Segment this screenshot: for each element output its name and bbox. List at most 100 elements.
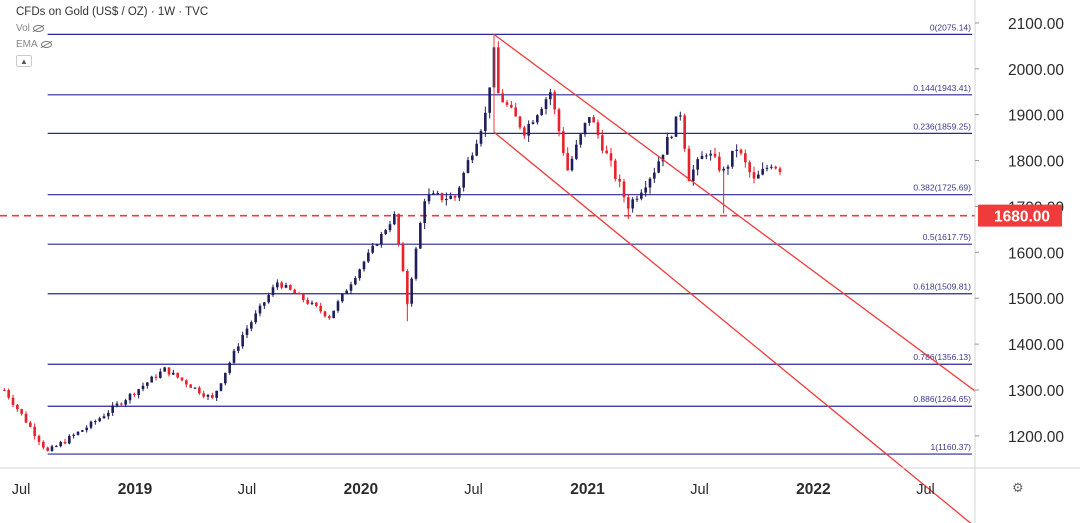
candle-up <box>388 224 392 231</box>
fib-level-label: 0.144(1943.41) <box>913 83 971 93</box>
fib-level-label: 0.382(1725.69) <box>913 183 971 193</box>
channel-lower-line <box>493 131 972 523</box>
candle-up <box>583 122 587 135</box>
candle-up <box>726 166 730 169</box>
candle-up <box>163 367 166 372</box>
x-tick-label: 2021 <box>570 481 605 498</box>
candle-up <box>393 213 396 225</box>
chevron-up-icon[interactable]: ▲ <box>16 55 32 67</box>
candle-up <box>284 284 288 288</box>
candle-down <box>211 395 214 398</box>
candle-down <box>505 102 509 105</box>
candle-up <box>85 427 88 431</box>
vol-indicator[interactable]: Vol <box>16 23 208 34</box>
candle-up <box>653 172 656 179</box>
gear-icon[interactable]: ⚙ <box>1012 480 1024 495</box>
candle-down <box>319 306 322 312</box>
candle-up <box>367 252 370 262</box>
eye-hidden-icon[interactable] <box>40 41 52 48</box>
candle-down <box>29 422 32 427</box>
candle-up <box>358 269 361 279</box>
x-tick-label: 2019 <box>118 481 153 498</box>
candle-up <box>765 167 769 169</box>
candle-up <box>657 161 660 173</box>
symbol-title[interactable]: CFDs on Gold (US$ / OZ) · 1W · TVC <box>16 6 209 18</box>
candle-up <box>124 400 127 405</box>
candle-down <box>622 181 626 198</box>
candle-up <box>263 302 266 306</box>
candle-down <box>566 152 569 171</box>
candle-down <box>713 153 717 157</box>
candle-down <box>601 135 604 151</box>
candle-down <box>289 284 292 290</box>
candle-up <box>102 416 106 419</box>
candle-up <box>631 199 634 209</box>
candle-down <box>497 47 500 94</box>
candle-down <box>553 92 556 110</box>
candle-up <box>635 198 639 200</box>
candle-up <box>644 187 647 193</box>
candle-up <box>336 301 340 311</box>
vol-label: Vol <box>16 23 30 34</box>
candle-down <box>3 390 6 391</box>
candle-down <box>33 426 36 437</box>
fib-level-label: 0.786(1356.13) <box>913 352 971 362</box>
candle-up <box>50 446 54 451</box>
channel-upper-line <box>493 33 976 392</box>
candle-up <box>540 109 543 116</box>
candle-up <box>362 261 366 270</box>
candle-down <box>180 377 184 381</box>
candle-down <box>514 107 517 117</box>
candles <box>3 41 782 452</box>
candle-down <box>501 93 504 103</box>
candle-down <box>16 404 19 410</box>
candle-down <box>37 436 41 442</box>
y-tick-label: 1600.00 <box>1008 245 1064 262</box>
candle-up <box>462 172 465 188</box>
candle-up <box>237 346 240 351</box>
descending-channel[interactable] <box>493 33 976 523</box>
candle-up <box>258 305 262 314</box>
candle-up <box>380 233 383 245</box>
x-tick-label: Jul <box>238 482 257 498</box>
candle-up <box>68 435 71 444</box>
candle-down <box>618 178 621 182</box>
fibonacci-retracement[interactable]: 0(2075.14) 0.144(1943.41) 0.236(1859.25) 0.… <box>47 22 972 455</box>
candle-up <box>146 382 149 386</box>
candle-up <box>150 376 153 383</box>
candle-up <box>705 155 708 157</box>
eye-hidden-icon[interactable] <box>32 25 44 32</box>
candle-down <box>718 156 721 171</box>
candle-down <box>7 390 10 398</box>
ema-label: EMA <box>16 39 38 50</box>
candle-down <box>63 442 67 444</box>
candle-up <box>94 421 97 423</box>
candle-up <box>384 230 387 234</box>
candle-down <box>748 162 751 173</box>
candle-up <box>232 350 236 363</box>
candle-up <box>345 290 348 294</box>
candle-down <box>774 166 777 169</box>
candle-up <box>670 136 673 138</box>
candle-up <box>427 194 431 202</box>
candle-up <box>115 403 119 406</box>
candle-up <box>128 393 132 401</box>
candle-up <box>488 87 491 113</box>
candle-up <box>661 154 665 162</box>
candle-down <box>683 115 686 149</box>
y-tick-label: 1300.00 <box>1008 383 1064 400</box>
candle-down <box>440 193 444 201</box>
candle-up <box>59 442 62 447</box>
candle-up <box>159 371 162 378</box>
fib-level-label: 0.618(1509.81) <box>913 282 971 292</box>
candle-down <box>133 393 136 395</box>
candle-down <box>687 148 691 182</box>
candle-up <box>76 431 80 435</box>
ema-indicator[interactable]: EMA <box>16 39 208 50</box>
candle-down <box>406 271 409 304</box>
candle-down <box>198 387 201 394</box>
candle-up <box>375 244 379 246</box>
candle-down <box>401 244 405 272</box>
